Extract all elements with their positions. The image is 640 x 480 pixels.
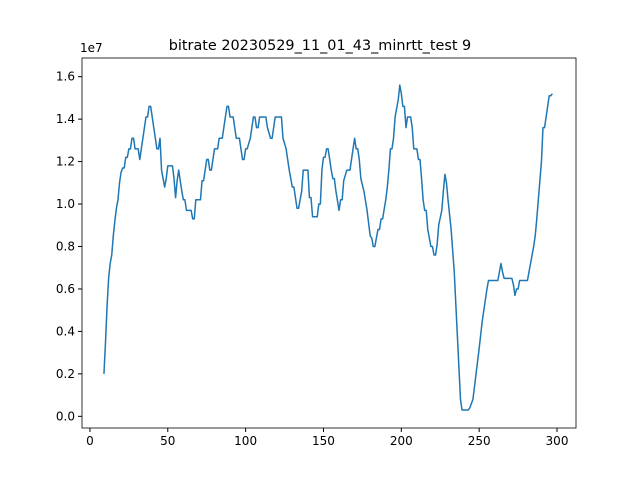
y-offset-label: 1e7 [80, 41, 103, 55]
y-tick-label: 1.0 [56, 197, 75, 211]
y-tick-label: 0.0 [56, 409, 75, 423]
x-tick-label: 250 [468, 434, 491, 448]
x-tick-label: 300 [546, 434, 569, 448]
y-tick-label: 1.6 [56, 70, 75, 84]
y-tick-label: 1.2 [56, 155, 75, 169]
x-tick-label: 200 [390, 434, 413, 448]
y-tick-label: 0.2 [56, 367, 75, 381]
y-tick-label: 0.8 [56, 240, 75, 254]
y-tick-label: 0.6 [56, 282, 75, 296]
plot-frame [81, 57, 577, 429]
chart-title: bitrate 20230529_11_01_43_minrtt_test 9 [169, 38, 471, 54]
x-tick-label: 150 [312, 434, 335, 448]
x-tick-label: 100 [234, 434, 257, 448]
data-line [103, 84, 553, 411]
x-tick-label: 0 [86, 434, 94, 448]
x-tick-label: 50 [160, 434, 175, 448]
y-tick-label: 1.4 [56, 112, 75, 126]
y-tick-label: 0.4 [56, 324, 75, 338]
